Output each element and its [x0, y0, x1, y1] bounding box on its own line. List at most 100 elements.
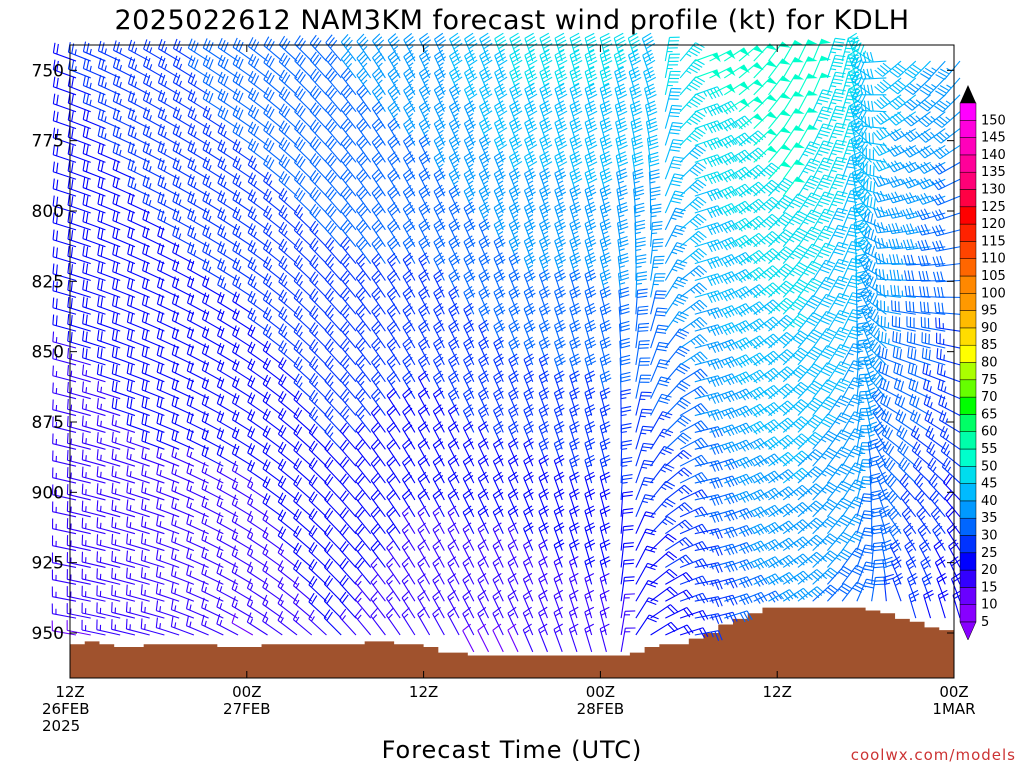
colorbar-swatch: [959, 310, 977, 329]
wind-barb: [932, 161, 961, 175]
colorbar-label: 125: [981, 200, 1006, 215]
wind-barb: [67, 262, 91, 282]
wind-barb: [477, 606, 490, 636]
wind-barb: [356, 118, 372, 146]
wind-barb: [232, 139, 254, 163]
wind-barb: [709, 322, 738, 336]
wind-barb: [620, 627, 636, 652]
wind-barb: [477, 623, 490, 653]
y-tick-label: 775: [32, 132, 64, 152]
wind-barb: [370, 455, 386, 484]
wind-barb: [599, 302, 612, 332]
wind-barb: [81, 568, 106, 585]
wind-barb: [127, 141, 150, 163]
wind-barb: [141, 311, 165, 332]
wind-barb: [262, 476, 283, 501]
wind-barb: [81, 466, 106, 484]
terrain-layer: [70, 607, 954, 678]
colorbar-swatch: [959, 189, 977, 208]
wind-barb: [599, 218, 612, 247]
wind-barb: [82, 279, 106, 298]
wind-barb: [724, 354, 753, 368]
wind-barb: [738, 79, 764, 96]
wind-barb: [508, 285, 521, 315]
wind-barb: [262, 340, 283, 366]
wind-barb: [401, 573, 416, 602]
wind-barb: [354, 608, 372, 636]
wind-barb: [782, 56, 804, 79]
wind-barb: [125, 618, 150, 636]
wind-barb: [262, 357, 283, 383]
wind-barb: [584, 302, 597, 332]
wind-barb: [650, 568, 678, 585]
wind-barb: [356, 67, 372, 96]
colorbar-swatch: [959, 414, 977, 432]
wind-barb: [186, 411, 209, 433]
wind-barb: [493, 150, 506, 180]
wind-barb: [797, 73, 818, 96]
wind-barb: [628, 49, 642, 79]
wind-barb: [262, 307, 283, 332]
credit-text[interactable]: coolwx.com/models: [851, 746, 1016, 764]
wind-barb: [112, 176, 136, 197]
wind-barb: [694, 494, 723, 506]
wind-barb: [599, 167, 613, 197]
wind-barb: [156, 311, 180, 332]
wind-barb: [797, 158, 821, 180]
wind-barb: [631, 134, 644, 163]
wind-barb: [493, 201, 506, 231]
wind-barb: [140, 584, 165, 602]
wind-barb: [111, 380, 136, 400]
wind-barb: [232, 274, 254, 298]
wind-barb: [125, 601, 150, 619]
wind-barb: [613, 32, 627, 62]
wind-barb: [615, 134, 628, 163]
wind-barb: [171, 497, 195, 518]
wind-barb: [52, 229, 77, 248]
colorbar-label: 135: [981, 165, 1006, 180]
wind-barb: [96, 432, 121, 450]
wind-barb: [356, 101, 372, 129]
wind-barb: [217, 54, 239, 79]
wind-barb: [142, 243, 165, 265]
wind-barb: [263, 104, 283, 130]
colorbar-label: 40: [981, 494, 998, 509]
wind-barb: [616, 185, 628, 214]
wind-barb: [462, 623, 475, 653]
wind-barb: [614, 100, 628, 129]
wind-barb: [201, 614, 224, 636]
y-tick-label: 850: [32, 343, 64, 363]
x-tick-label: 1MAR: [932, 700, 975, 718]
wind-barb: [694, 579, 723, 591]
wind-barb: [615, 151, 629, 180]
wind-barb: [247, 172, 268, 197]
wind-barb: [599, 83, 613, 112]
wind-barb: [902, 144, 931, 158]
wind-barb: [96, 364, 121, 383]
wind-barb: [599, 370, 612, 399]
colorbar-label: 130: [981, 183, 1006, 198]
wind-barb: [935, 317, 961, 332]
wind-barb: [933, 286, 961, 298]
wind-barb: [112, 227, 136, 248]
wind-barb: [97, 295, 121, 315]
wind-barb: [650, 290, 667, 315]
wind-barb: [508, 252, 521, 281]
wind-barb: [247, 409, 268, 433]
wind-barb: [171, 293, 195, 315]
wind-barb: [860, 116, 887, 130]
colorbar-swatch: [959, 379, 977, 398]
wind-barb: [171, 327, 195, 349]
wind-barb: [926, 441, 946, 467]
wind-barb: [156, 481, 180, 501]
wind-barb: [694, 562, 723, 574]
wind-barb: [650, 324, 669, 349]
colorbar-label: 90: [981, 321, 998, 336]
wind-barb: [52, 484, 77, 501]
wind-barb: [247, 37, 268, 62]
wind-barb: [599, 505, 611, 534]
colorbar-swatch: [959, 344, 977, 363]
wind-barb: [156, 294, 180, 315]
wind-barb: [67, 228, 91, 248]
wind-barb: [97, 108, 121, 130]
